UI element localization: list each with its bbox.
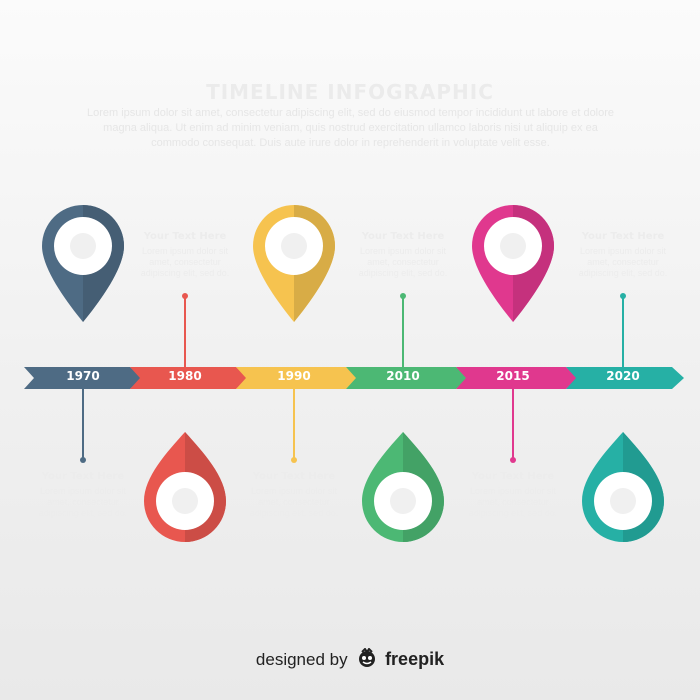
step-body: Lorem ipsum dolor sit amet, consectetur …	[358, 246, 448, 278]
marker-pin-1970	[42, 205, 124, 322]
connector-dot	[291, 457, 297, 463]
step-body: Lorem ipsum dolor sit amet, consectetur …	[468, 486, 558, 518]
intro-paragraph: Lorem ipsum dolor sit amet, consectetur …	[86, 107, 615, 149]
freepik-logo-icon	[356, 647, 378, 673]
connector-dot	[80, 457, 86, 463]
year-label: 2010	[386, 369, 420, 383]
step-body: Lorem ipsum dolor sit amet, consectetur …	[140, 246, 230, 278]
timeline-arrow	[24, 367, 684, 389]
step-text-1970: Your Text Here Lorem ipsum dolor sit amet…	[33, 470, 133, 519]
key-icon	[390, 488, 416, 514]
gear-icon	[610, 488, 636, 514]
year-label: 1970	[66, 369, 100, 383]
step-body: Lorem ipsum dolor sit amet, consectetur …	[578, 246, 668, 278]
step-title: Your Text Here	[361, 231, 445, 242]
connector-dot	[620, 293, 626, 299]
marker-pins	[42, 205, 664, 542]
globe-icon	[500, 233, 526, 259]
credit-prefix: designed by	[255, 650, 348, 669]
attribution: designed by freepik	[0, 647, 700, 673]
marker-pin-2015	[472, 205, 554, 322]
arrow-segment-1990	[236, 367, 358, 389]
arrow-segment-2015	[456, 367, 578, 389]
step-title: Your Text Here	[41, 471, 125, 482]
year-label: 2015	[496, 369, 530, 383]
step-body: Lorem ipsum dolor sit amet, consectetur …	[38, 486, 128, 518]
credit-brand: freepik	[385, 649, 445, 669]
year-label: 1990	[277, 369, 311, 383]
bulb-icon	[281, 233, 307, 259]
connector-dot	[182, 293, 188, 299]
step-title: Your Text Here	[581, 231, 665, 242]
bulb-icon	[70, 233, 96, 259]
arrow-segment-1980	[130, 367, 248, 389]
step-text-2020: Your Text Here Lorem ipsum dolor sit amet…	[573, 230, 673, 279]
step-text-1990: Your Text Here Lorem ipsum dolor sit amet…	[244, 470, 344, 519]
infographic-title: TIMELINE INFOGRAPHIC	[206, 80, 494, 104]
connector-dot	[510, 457, 516, 463]
step-title: Your Text Here	[471, 471, 555, 482]
arrow-segment-2010	[346, 367, 468, 389]
arrow-segment-2020	[566, 367, 684, 389]
step-text-2015: Your Text Here Lorem ipsum dolor sit amet…	[463, 470, 563, 519]
step-title: Your Text Here	[143, 231, 227, 242]
step-text-2010: Your Text Here Lorem ipsum dolor sit amet…	[353, 230, 453, 279]
marker-pin-2010	[362, 432, 444, 542]
step-body: Lorem ipsum dolor sit amet, consectetur …	[249, 486, 339, 518]
marker-pin-1980	[144, 432, 226, 542]
cloud-icon	[172, 488, 198, 514]
marker-pin-2020	[582, 432, 664, 542]
step-text-1980: Your Text Here Lorem ipsum dolor sit amet…	[135, 230, 235, 279]
arrow-segment-1970	[24, 367, 142, 389]
connector-dot	[400, 293, 406, 299]
step-title: Your Text Here	[252, 471, 336, 482]
marker-pin-1990	[253, 205, 335, 322]
connector-lines	[80, 293, 626, 463]
year-label: 2020	[606, 369, 640, 383]
year-label: 1980	[168, 369, 202, 383]
